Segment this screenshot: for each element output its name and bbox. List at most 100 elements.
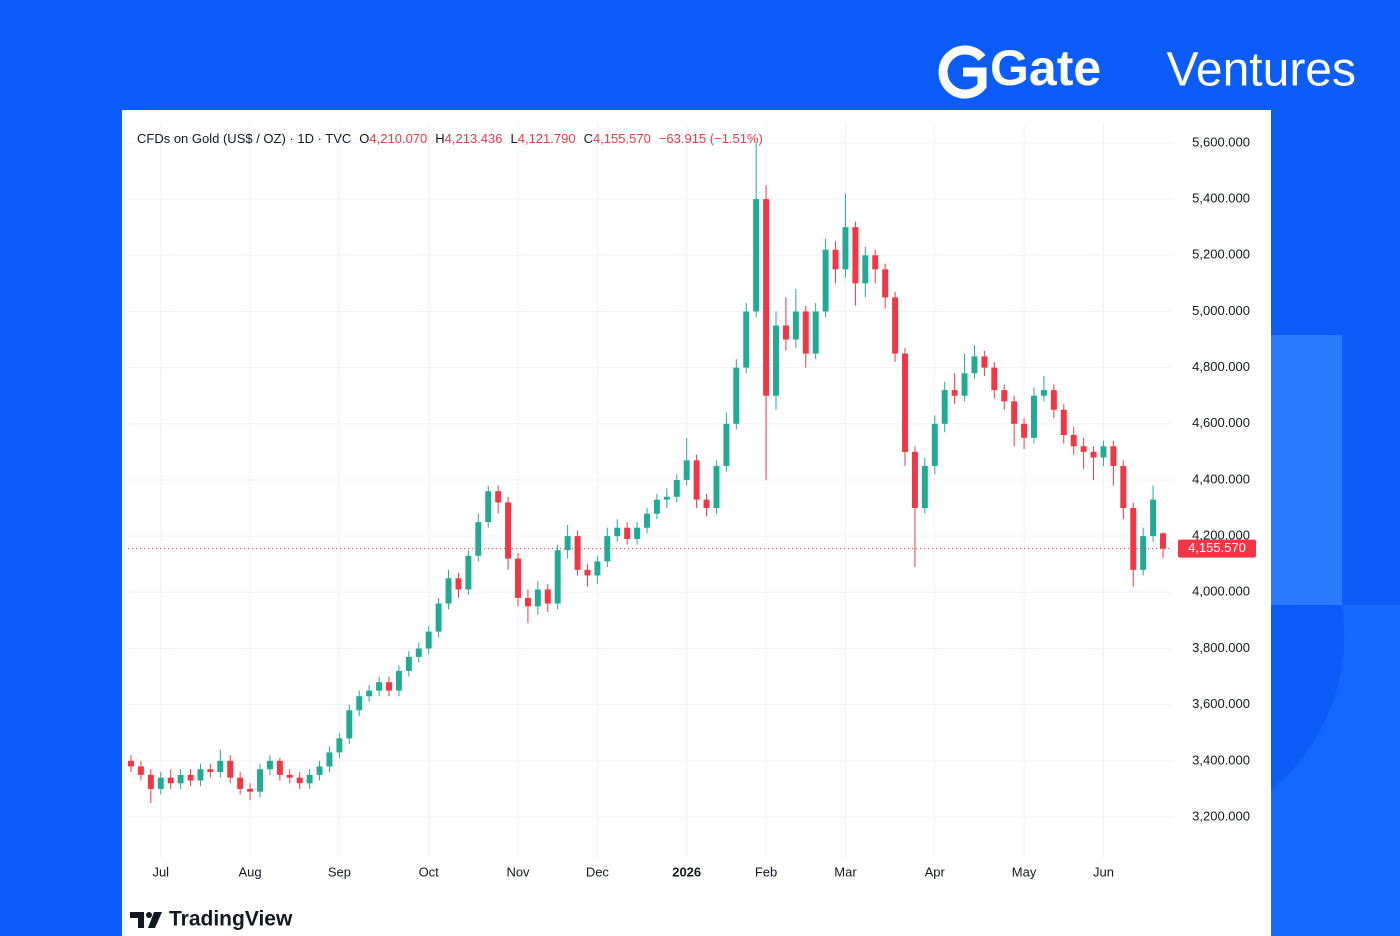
- candle-body: [564, 536, 571, 551]
- candle-body: [207, 769, 214, 773]
- candle-body: [1060, 409, 1067, 436]
- y-tick-label: 5,000.000: [1192, 303, 1250, 318]
- brand-name: Gate: [990, 40, 1101, 96]
- candle-body: [346, 710, 353, 739]
- candle-body: [812, 311, 819, 354]
- x-tick-label: Apr: [925, 864, 946, 879]
- candle-body: [1021, 423, 1028, 438]
- candle-body: [286, 774, 293, 778]
- candle-body: [534, 589, 541, 607]
- candle-body: [1150, 499, 1157, 537]
- candle-body: [386, 682, 392, 691]
- candle-body: [524, 597, 531, 607]
- candle-body: [237, 777, 244, 789]
- candle-body: [862, 255, 869, 284]
- candle-body: [1001, 390, 1008, 402]
- candle-body: [128, 760, 134, 767]
- y-tick-label: 4,000.000: [1192, 584, 1250, 599]
- candle-body: [971, 356, 978, 374]
- ohlc-key: H: [435, 131, 445, 146]
- candle-body: [961, 373, 968, 396]
- y-tick-label: 4,800.000: [1192, 359, 1250, 374]
- candle-body: [276, 760, 283, 775]
- logo-icon: [130, 912, 144, 928]
- candle-body: [1040, 390, 1047, 396]
- candle-body: [653, 499, 660, 514]
- ohlc-value: 4,121.790: [517, 131, 576, 146]
- last-price-badge: [1178, 539, 1256, 558]
- y-tick-label: 3,200.000: [1192, 808, 1250, 823]
- x-tick-label: Aug: [239, 864, 262, 879]
- candle-body: [475, 522, 482, 556]
- y-tick-label: 5,400.000: [1192, 191, 1250, 206]
- candle-body: [1140, 536, 1147, 570]
- candle-body: [415, 648, 422, 657]
- candle-body: [485, 491, 492, 523]
- x-tick-label: Oct: [419, 864, 440, 879]
- candle-body: [663, 496, 670, 500]
- candle-body: [1100, 446, 1107, 458]
- ohlc-value: 4,210.070: [369, 131, 428, 146]
- y-tick-label: 3,400.000: [1192, 752, 1250, 767]
- candle-body: [296, 777, 303, 784]
- candle-body: [644, 513, 650, 528]
- candle-body: [1160, 533, 1166, 549]
- candle-body: [941, 390, 948, 424]
- candle-body: [554, 550, 561, 604]
- candle-body: [981, 356, 988, 368]
- candle-body: [991, 367, 998, 391]
- last-price-label: 4,155.570: [1188, 540, 1246, 555]
- candle-body: [951, 390, 958, 396]
- x-tick-label: Dec: [586, 864, 610, 879]
- candle-body: [316, 766, 323, 775]
- candle-body: [822, 249, 829, 312]
- change: −63.915 (−1.51%): [658, 131, 763, 146]
- candle-body: [594, 561, 601, 576]
- candle-body: [723, 423, 730, 466]
- candle-body: [1130, 508, 1137, 570]
- x-tick-label: Mar: [834, 864, 857, 879]
- candle-body: [137, 766, 144, 775]
- candle-body: [356, 696, 363, 711]
- decoration: [1271, 335, 1342, 605]
- y-tick-label: 4,200.000: [1192, 528, 1250, 543]
- logo-icon: [146, 912, 152, 918]
- candle-body: [782, 325, 789, 340]
- candle-body: [465, 555, 472, 590]
- candle-body: [1110, 446, 1117, 466]
- candle-body: [1011, 401, 1018, 424]
- candle-body: [217, 760, 224, 773]
- candle-body: [802, 311, 809, 354]
- candle-body: [1120, 465, 1127, 509]
- candle-body: [703, 499, 710, 509]
- candle-body: [584, 569, 591, 576]
- candle-body: [306, 774, 313, 784]
- brand-suffix: Ventures: [1167, 44, 1356, 97]
- y-tick-label: 4,600.000: [1192, 415, 1250, 430]
- candle-body: [495, 491, 502, 503]
- ohlc-key: L: [510, 131, 518, 146]
- candle-body: [515, 558, 521, 598]
- candle-body: [187, 774, 194, 781]
- candle-body: [395, 670, 402, 691]
- candle-body: [455, 578, 462, 590]
- candle-body: [773, 325, 779, 396]
- candle-body: [673, 479, 680, 497]
- ohlc-key: C: [583, 131, 593, 146]
- tradingview-logo: TradingView: [130, 908, 293, 931]
- candle-body: [763, 199, 770, 396]
- x-tick-label: Jul: [152, 864, 169, 879]
- candle-body: [445, 578, 452, 604]
- candle-body: [435, 603, 442, 632]
- candle-body: [1080, 446, 1087, 452]
- candle-body: [604, 536, 611, 562]
- y-tick-label: 5,600.000: [1192, 134, 1250, 149]
- candle-body: [257, 769, 263, 792]
- candle-body: [405, 656, 412, 671]
- decoration: [1271, 605, 1400, 936]
- candle-body: [147, 774, 154, 789]
- candle-body: [634, 527, 641, 539]
- ohlc-key: O: [359, 131, 370, 146]
